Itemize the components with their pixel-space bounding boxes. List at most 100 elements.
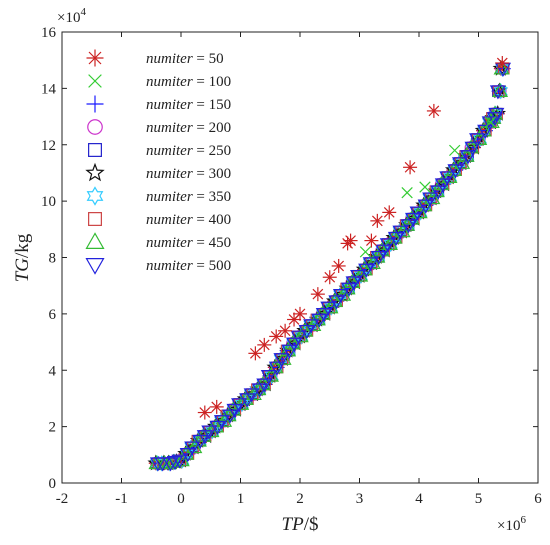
data-point	[154, 457, 171, 472]
series-triangle-down-9	[149, 62, 512, 472]
data-point	[411, 204, 428, 219]
data-point	[484, 116, 497, 128]
data-point	[205, 423, 220, 440]
data-point	[290, 330, 307, 345]
y-axis-title: TG/kg	[12, 233, 33, 282]
legend-entry: numiter = 200	[87, 119, 231, 136]
y-tick-label: 6	[49, 307, 57, 323]
legend-marker	[85, 258, 105, 275]
data-point	[273, 353, 290, 368]
data-point	[269, 329, 284, 344]
legend-label: numiter = 100	[146, 74, 231, 90]
data-point	[340, 282, 358, 297]
data-point	[405, 212, 422, 227]
data-point	[221, 409, 239, 424]
legend-marker	[88, 143, 102, 157]
data-point	[409, 206, 426, 221]
legend-label: numiter = 350	[146, 189, 231, 205]
data-point	[434, 178, 451, 193]
data-point	[179, 448, 196, 463]
legend-entry: numiter = 250	[88, 143, 231, 159]
data-point	[447, 164, 464, 179]
data-point	[256, 378, 273, 393]
legend-label: numiter = 150	[146, 97, 231, 113]
y-tick-label: 12	[41, 138, 56, 154]
data-point	[310, 287, 325, 302]
legend: numiter = 50 numiter = 100 numiter = 150 nu…	[85, 49, 231, 275]
data-point	[243, 388, 260, 403]
y-tick-label: 8	[49, 251, 57, 267]
data-point	[311, 313, 328, 328]
y-tick-label: 0	[49, 476, 57, 492]
data-point	[343, 233, 358, 248]
data-point	[303, 319, 320, 334]
data-point	[392, 225, 409, 240]
data-point	[298, 324, 315, 339]
data-point	[293, 306, 307, 321]
data-point	[426, 103, 441, 118]
data-point	[493, 82, 508, 100]
legend-entry: numiter = 400	[88, 212, 231, 228]
data-points	[147, 56, 512, 472]
data-point	[439, 171, 456, 186]
data-point	[488, 107, 505, 122]
legend-label: numiter = 450	[146, 235, 231, 251]
x-tick-label: 1	[237, 491, 245, 507]
data-point	[379, 238, 396, 253]
data-point	[451, 157, 468, 172]
data-point	[370, 213, 385, 228]
data-point	[417, 199, 434, 214]
legend-marker	[86, 95, 104, 113]
x-tick-label: 3	[356, 491, 364, 507]
x-tick-label: -1	[115, 491, 128, 507]
legend-marker	[88, 212, 102, 226]
x-tick-label: 4	[415, 491, 423, 507]
data-point	[320, 301, 337, 316]
data-point	[201, 425, 218, 440]
legend-entry: numiter = 300	[85, 162, 231, 182]
data-point	[358, 263, 375, 278]
legend-marker	[88, 74, 102, 88]
data-point	[403, 160, 418, 175]
legend-entry: numiter = 100	[88, 74, 231, 90]
legend-marker	[86, 49, 104, 67]
y-tick-label: 14	[41, 81, 57, 97]
data-point	[383, 235, 398, 253]
data-point	[422, 192, 439, 207]
y-tick-label: 4	[49, 363, 57, 379]
data-point	[167, 456, 184, 471]
data-point	[184, 441, 201, 456]
plot-frame	[61, 31, 539, 484]
data-point	[495, 56, 510, 71]
data-point	[449, 144, 461, 157]
data-point	[382, 205, 397, 220]
legend-entry: numiter = 500	[85, 258, 231, 275]
x-multiplier: ×106	[497, 514, 526, 534]
data-point	[375, 244, 392, 259]
data-point	[345, 276, 362, 291]
y-multiplier-exp: 4	[80, 6, 86, 18]
data-point	[441, 168, 458, 184]
legend-entry: numiter = 150	[86, 95, 231, 113]
data-point	[234, 395, 250, 413]
data-point	[492, 82, 509, 98]
legend-label: numiter = 250	[146, 143, 231, 159]
series-outliers-50	[197, 56, 510, 420]
data-point	[257, 337, 272, 352]
data-point	[471, 130, 488, 145]
x-tick-label: 0	[177, 491, 185, 507]
legend-marker	[86, 186, 104, 206]
data-point	[483, 113, 500, 129]
data-point	[424, 190, 441, 205]
data-point	[464, 141, 481, 156]
data-point	[209, 399, 224, 414]
data-point	[268, 361, 285, 376]
series-outliers-100	[359, 116, 497, 258]
x-tick-label: 6	[534, 491, 542, 507]
data-point	[430, 185, 447, 200]
data-point	[324, 299, 339, 316]
data-point	[275, 350, 292, 365]
data-point	[278, 323, 293, 338]
data-point	[387, 231, 404, 246]
